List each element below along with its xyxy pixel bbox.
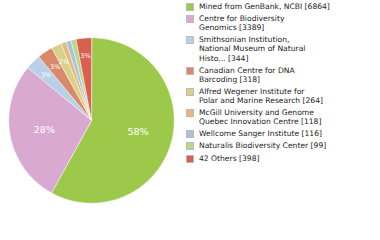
html-text:Mined from GenBank, NCBI [6864: Mined from GenBank, NCBI [6864] (199, 2, 330, 11)
html-text:Alfred Wegener Institute for P: Alfred Wegener Institute for Polar and M… (199, 86, 323, 105)
svg-text:2%: 2% (59, 58, 69, 66)
svg-text:3%: 3% (50, 63, 61, 72)
svg-text:58%: 58% (127, 126, 148, 137)
svg-text:3%: 3% (41, 71, 51, 79)
html-text:McGill University and Genome Q: McGill University and Genome Quebec Inno… (199, 108, 322, 127)
html-text:Naturalis Biodiversity Center: Naturalis Biodiversity Center [99] (199, 141, 327, 151)
html-text:Centre for Biodiversity Genomi: Centre for Biodiversity Genomics [3389] (199, 14, 285, 33)
html-text:Wellcome Sanger Institute [116: Wellcome Sanger Institute [116] (199, 129, 322, 139)
html-text:Smithsonian Institution, Natio: Smithsonian Institution, National Museum… (199, 35, 306, 63)
svg-text:3%: 3% (80, 52, 90, 60)
html-text:42 Others [398]: 42 Others [398] (199, 153, 260, 163)
svg-text:28%: 28% (34, 124, 55, 135)
html-text:Canadian Centre for DNA Barcod: Canadian Centre for DNA Barcoding [318] (199, 65, 295, 84)
